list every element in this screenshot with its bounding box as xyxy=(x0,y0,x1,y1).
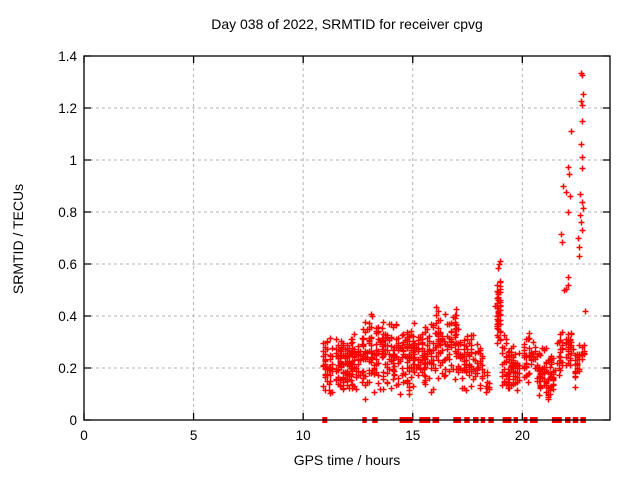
y-tick-label: 0.2 xyxy=(58,361,77,376)
y-tick-label: 0.4 xyxy=(58,309,77,324)
x-axis-label: GPS time / hours xyxy=(293,452,401,468)
x-tick-label: 20 xyxy=(514,428,530,443)
y-tick-label: 1 xyxy=(69,153,77,168)
y-tick-label: 1.2 xyxy=(58,101,77,116)
y-tick-label: 0 xyxy=(69,413,77,428)
x-tick-label: 15 xyxy=(405,428,421,443)
gridlines xyxy=(84,56,610,420)
chart-title: Day 038 of 2022, SRMTID for receiver cpv… xyxy=(211,16,483,32)
y-tick-label: 1.4 xyxy=(58,49,77,64)
y-tick-label: 0.6 xyxy=(58,257,77,272)
x-tick-label: 5 xyxy=(189,428,198,443)
plot-border xyxy=(83,55,611,421)
x-tick-label: 10 xyxy=(295,428,311,443)
x-tick-label: 0 xyxy=(80,428,88,443)
y-tick-label: 0.8 xyxy=(58,205,77,220)
data-points xyxy=(320,70,589,403)
